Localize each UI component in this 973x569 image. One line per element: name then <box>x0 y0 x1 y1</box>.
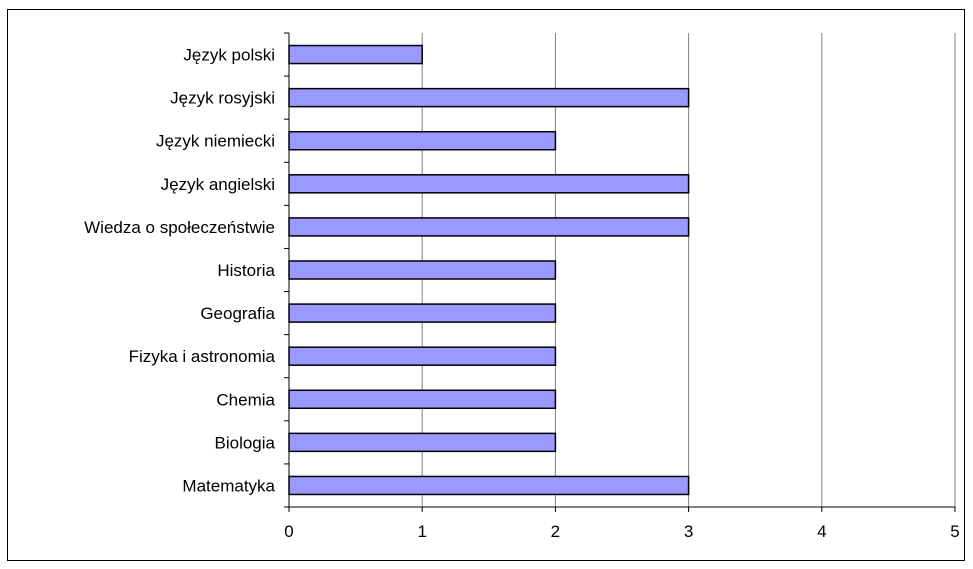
bar-6 <box>288 217 690 237</box>
category-label-0: Matematyka <box>182 476 275 495</box>
bar-0 <box>288 475 690 496</box>
bar-7 <box>288 174 690 194</box>
x-tick-label-5: 5 <box>950 522 959 541</box>
bar-4 <box>288 303 557 323</box>
category-label-5: Historia <box>217 261 275 280</box>
axes <box>284 32 956 512</box>
x-tick-label-4: 4 <box>817 522 826 541</box>
category-label-4: Geografia <box>200 304 275 323</box>
bar-9 <box>288 87 690 108</box>
bar-1 <box>288 432 557 453</box>
category-label-6: Wiedza o społeczeństwie <box>84 218 275 237</box>
category-label-8: Język niemiecki <box>156 132 275 151</box>
bars <box>288 44 690 496</box>
bar-10 <box>288 44 423 65</box>
x-tick-label-0: 0 <box>284 522 293 541</box>
x-tick-label-1: 1 <box>417 522 426 541</box>
bar-5 <box>288 260 557 280</box>
category-label-7: Język angielski <box>161 175 275 194</box>
axis-labels: Matematyka Biologia Chemia Fizyka i astrono… <box>84 46 960 541</box>
bar-8 <box>288 130 557 151</box>
category-label-2: Chemia <box>216 390 275 409</box>
bar-2 <box>288 389 557 410</box>
category-label-3: Fizyka i astronomia <box>129 347 276 366</box>
x-tick-label-3: 3 <box>684 522 693 541</box>
category-label-9: Język rosyjski <box>170 89 275 108</box>
category-label-1: Biologia <box>215 433 276 452</box>
bar-3 <box>288 346 557 366</box>
x-tick-label-2: 2 <box>551 522 560 541</box>
category-label-10: Język polski <box>183 46 275 65</box>
